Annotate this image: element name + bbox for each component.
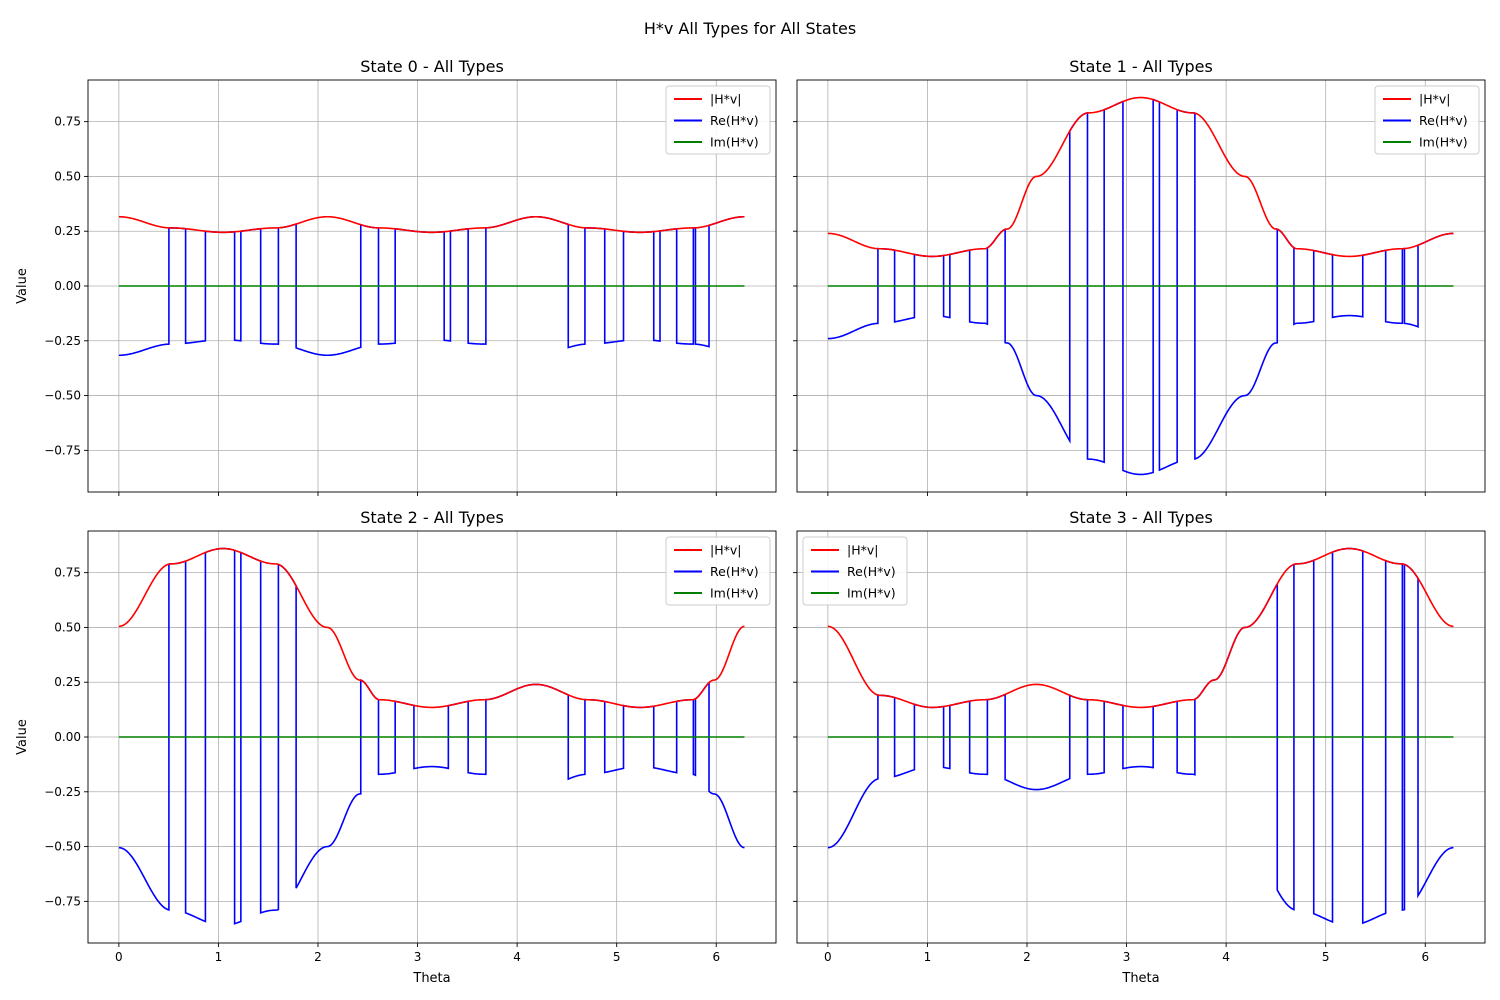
- y-tick-label: 0.00: [54, 730, 81, 744]
- y-tick-label: 0.75: [54, 566, 81, 580]
- legend-entry: Im(H*v): [1419, 135, 1468, 150]
- legend-box: [665, 536, 771, 606]
- legend: |H*v| Re(H*v) Im(H*v): [1374, 85, 1480, 155]
- x-tick-label: 6: [712, 950, 720, 964]
- x-tick-label: 5: [1322, 950, 1330, 964]
- x-tick-label: 1: [924, 950, 932, 964]
- y-axis-label: Value: [15, 268, 30, 304]
- x-tick-label: 2: [314, 950, 322, 964]
- x-tick-label: 4: [513, 950, 521, 964]
- x-tick-label: 3: [1123, 950, 1131, 964]
- legend: |H*v| Re(H*v) Im(H*v): [665, 85, 771, 155]
- y-tick-label: 0.25: [54, 224, 81, 238]
- legend-box: [665, 85, 771, 155]
- y-tick-label: 0.75: [54, 115, 81, 129]
- figure-title: H*v All Types for All States: [644, 19, 856, 38]
- y-tick-label: −0.25: [44, 785, 81, 799]
- subplot-2: 0 1 2 3 4 5 6 −0.75 −0.50 −0.25 0.00 0.25 0.50 0.75 St…: [15, 508, 777, 986]
- y-tick-label: −0.75: [44, 443, 81, 457]
- series-line-abs: [118, 547, 745, 709]
- y-axis-label: Value: [15, 719, 30, 755]
- x-tick-label: 5: [613, 950, 621, 964]
- legend-box: [802, 536, 908, 606]
- legend-entry: |H*v|: [847, 543, 878, 558]
- x-axis-label: Theta: [412, 971, 450, 986]
- x-tick-label: 4: [1222, 950, 1230, 964]
- series-line-abs: [827, 96, 1454, 258]
- y-tick-label: 0.50: [54, 169, 81, 183]
- legend-entry: |H*v|: [710, 92, 741, 107]
- subplot-title: State 0 - All Types: [360, 57, 504, 76]
- y-tick-label: 0.25: [54, 675, 81, 689]
- series-line-abs: [118, 215, 745, 234]
- y-tick-label: −0.50: [44, 389, 81, 403]
- series-line-abs: [827, 547, 1454, 709]
- legend-entry: Im(H*v): [710, 135, 759, 150]
- legend-entry: Re(H*v): [710, 564, 759, 579]
- legend: |H*v| Re(H*v) Im(H*v): [802, 536, 908, 606]
- subplot-title: State 3 - All Types: [1069, 508, 1213, 527]
- subplot-grid: −0.75 −0.50 −0.25 0.00 0.25 0.50 0.75 State 0 -…: [15, 57, 1486, 986]
- x-tick-label: 1: [215, 950, 223, 964]
- y-tick-label: −0.50: [44, 840, 81, 854]
- subplot-1: State 1 - All Types |H*v| Re(H*v) Im(H*v): [793, 57, 1486, 496]
- subplot-3: 0 1 2 3 4 5 6 State 3 - All Types Theta |H*v| Re(H…: [793, 508, 1486, 986]
- y-tick-label: 0.00: [54, 279, 81, 293]
- x-tick-label: 6: [1421, 950, 1429, 964]
- data-layer: [827, 96, 1454, 476]
- y-tick-label: 0.50: [54, 620, 81, 634]
- subplot-title: State 2 - All Types: [360, 508, 504, 527]
- data-layer: [118, 547, 745, 925]
- legend: |H*v| Re(H*v) Im(H*v): [665, 536, 771, 606]
- legend-entry: Im(H*v): [710, 586, 759, 601]
- legend-entry: Im(H*v): [847, 586, 896, 601]
- legend-entry: Re(H*v): [710, 113, 759, 128]
- y-tick-label: −0.75: [44, 894, 81, 908]
- x-tick-label: 0: [824, 950, 832, 964]
- y-tick-label: −0.25: [44, 334, 81, 348]
- legend-entry: Re(H*v): [847, 564, 896, 579]
- data-layer: [118, 215, 745, 357]
- subplot-title: State 1 - All Types: [1069, 57, 1213, 76]
- data-layer: [827, 547, 1454, 925]
- x-axis-label: Theta: [1121, 971, 1159, 986]
- legend-entry: Re(H*v): [1419, 113, 1468, 128]
- legend-entry: |H*v|: [710, 543, 741, 558]
- x-tick-label: 0: [115, 950, 123, 964]
- legend-box: [1374, 85, 1480, 155]
- subplot-0: −0.75 −0.50 −0.25 0.00 0.25 0.50 0.75 State 0 -…: [15, 57, 777, 496]
- legend-entry: |H*v|: [1419, 92, 1450, 107]
- x-tick-label: 2: [1023, 950, 1031, 964]
- x-tick-label: 3: [414, 950, 422, 964]
